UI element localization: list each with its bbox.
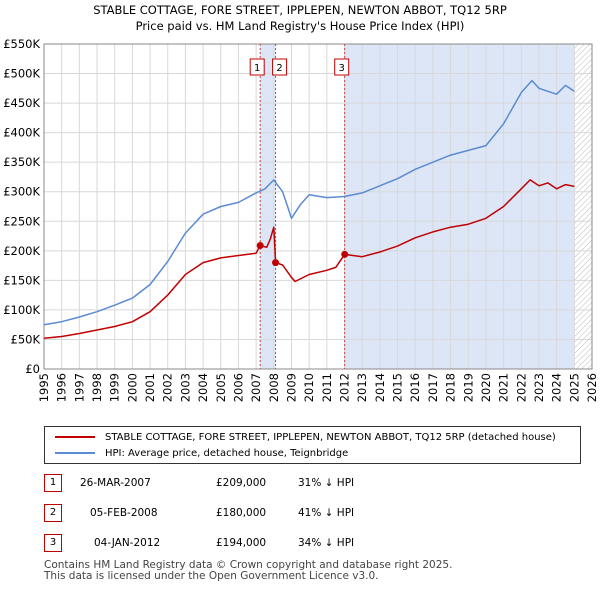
legend-property-label: STABLE COTTAGE, FORE STREET, IPPLEPEN, N… (105, 432, 556, 443)
shaded-region-2 (344, 44, 575, 369)
transaction-price: £209,000 (216, 477, 267, 489)
transaction-price: £194,000 (216, 537, 267, 549)
forecast-hatch-region (574, 44, 592, 369)
footer: Contains HM Land Registry data © Crown c… (44, 560, 452, 582)
x-tick-label: 1998 (90, 373, 104, 402)
x-tick-label: 2024 (550, 373, 564, 402)
sale-point-2 (272, 259, 280, 267)
x-tick-label: 2010 (302, 373, 316, 402)
x-tick-label: 2019 (461, 373, 475, 402)
transaction-date: 05-FEB-2008 (90, 507, 158, 519)
marker-box-3 (334, 58, 350, 76)
x-tick-label: 2011 (320, 373, 334, 402)
y-tick-label: £200K (3, 244, 40, 258)
x-tick-label: 1995 (37, 373, 51, 402)
x-tick-label: 1999 (108, 373, 122, 402)
legend-property-swatch (55, 436, 95, 438)
x-tick-label: 2025 (567, 373, 581, 402)
y-tick-label: £500K (3, 67, 40, 81)
x-tick-label: 2021 (497, 373, 511, 402)
x-tick-label: 2009 (284, 373, 298, 402)
y-tick-label: £550K (3, 37, 40, 51)
x-tick-label: 2020 (479, 373, 493, 402)
x-tick-label: 2003 (178, 373, 192, 402)
legend-hpi-label: HPI: Average price, detached house, Teig… (105, 448, 349, 459)
x-tick-label: 2000 (125, 373, 139, 402)
legend-item-property: STABLE COTTAGE, FORE STREET, IPPLEPEN, N… (55, 430, 556, 446)
transaction-badge: 2 (44, 504, 62, 522)
table-row: 2 05-FEB-2008 £180,000 41% ↓ HPI (44, 504, 464, 524)
chart-title: STABLE COTTAGE, FORE STREET, IPPLEPEN, N… (93, 3, 507, 17)
chart-subtitle: Price paid vs. HM Land Registry's House … (136, 19, 465, 33)
transaction-date: 26-MAR-2007 (80, 477, 151, 489)
y-tick-label: £250K (3, 214, 40, 228)
x-tick-label: 2005 (214, 373, 228, 402)
property-series-line (43, 179, 575, 340)
y-tick-label: £300K (3, 185, 40, 199)
footer-copyright: Contains HM Land Registry data © Crown c… (44, 559, 453, 571)
y-tick-label: £100K (3, 303, 40, 317)
x-tick-label: 2012 (338, 373, 352, 402)
transaction-hpi-diff: 31% ↓ HPI (298, 477, 355, 489)
legend-hpi-swatch (55, 452, 95, 454)
transaction-badge: 1 (44, 474, 62, 492)
x-tick-label: 2008 (267, 373, 281, 402)
y-tick-label: £50K (11, 332, 41, 346)
legend-item-hpi: HPI: Average price, detached house, Teig… (55, 446, 348, 462)
x-tick-label: 2006 (231, 373, 245, 402)
marker-box-1 (249, 58, 265, 76)
chart-legend: STABLE COTTAGE, FORE STREET, IPPLEPEN, N… (44, 426, 581, 464)
transaction-hpi-diff: 34% ↓ HPI (298, 537, 355, 549)
x-tick-label: 1996 (55, 373, 69, 402)
x-tick-label: 1997 (72, 373, 86, 402)
marker-label-1: 1 (254, 63, 260, 74)
x-tick-label: 2018 (444, 373, 458, 402)
marker-label-2: 2 (276, 63, 282, 74)
marker-box-2 (272, 58, 288, 76)
hpi-series-line (43, 79, 575, 326)
x-tick-label: 2015 (391, 373, 405, 402)
x-tick-label: 2007 (249, 373, 263, 402)
y-tick-label: £0 (25, 362, 40, 376)
x-tick-label: 2004 (196, 373, 210, 402)
transaction-hpi-diff: 41% ↓ HPI (298, 507, 355, 519)
x-tick-label: 2014 (373, 373, 387, 402)
y-tick-label: £150K (3, 273, 40, 287)
x-tick-label: 2016 (408, 373, 422, 402)
price-chart: STABLE COTTAGE, FORE STREET, IPPLEPEN, N… (3, 3, 599, 402)
y-tick-label: £450K (3, 96, 40, 110)
table-row: 3 04-JAN-2012 £194,000 34% ↓ HPI (44, 534, 464, 554)
footer-licence: This data is licensed under the Open Gov… (44, 570, 379, 582)
x-tick-label: 2001 (143, 373, 157, 402)
shaded-region-1 (260, 44, 276, 369)
x-tick-label: 2013 (355, 373, 369, 402)
table-row: 1 26-MAR-2007 £209,000 31% ↓ HPI (44, 474, 464, 494)
y-tick-label: £350K (3, 155, 40, 169)
transaction-price: £180,000 (216, 507, 267, 519)
y-tick-label: £400K (3, 126, 40, 140)
x-tick-label: 2026 (585, 373, 599, 402)
sale-point-3 (341, 250, 349, 258)
transaction-date: 04-JAN-2012 (94, 537, 161, 549)
marker-label-3: 3 (339, 63, 345, 74)
x-tick-label: 2023 (532, 373, 546, 402)
plot-frame (43, 43, 593, 370)
x-tick-label: 2022 (514, 373, 528, 402)
transaction-badge: 3 (44, 534, 62, 552)
sale-point-1 (256, 242, 264, 249)
x-tick-label: 2017 (426, 373, 440, 402)
x-tick-label: 2002 (161, 373, 175, 402)
